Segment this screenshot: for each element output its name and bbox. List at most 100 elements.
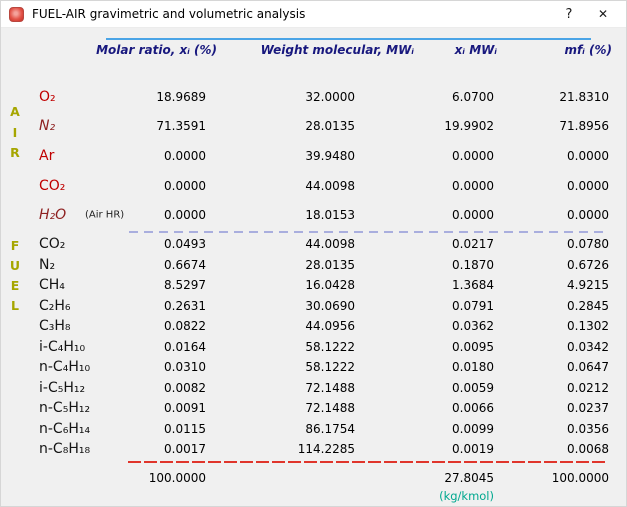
molecular-weight-value: 28.0135 bbox=[305, 119, 355, 134]
xi-mwi-value: 0.0791 bbox=[452, 298, 494, 313]
molecular-weight-value: 72.1488 bbox=[305, 380, 355, 395]
molar-ratio-value: 0.0091 bbox=[164, 401, 206, 416]
species-label: Ar bbox=[39, 147, 55, 164]
molecular-weight-value: 16.0428 bbox=[305, 278, 355, 293]
xi-mwi-value: 0.0000 bbox=[452, 208, 494, 223]
molar-ratio-value: 8.5297 bbox=[164, 278, 206, 293]
xi-mwi-value: 0.0095 bbox=[452, 339, 494, 354]
column-header-molar-ratio: Molar ratio, xᵢ (%) bbox=[96, 43, 217, 57]
species-label: H₂O bbox=[39, 207, 67, 224]
molecular-weight-value: 32.0000 bbox=[305, 89, 355, 104]
total-molar-ratio: 100.0000 bbox=[148, 471, 206, 485]
air-hr-note: (Air HR) bbox=[85, 209, 125, 221]
mass-fraction-value: 0.0237 bbox=[567, 401, 609, 416]
molecular-weight-value: 44.0098 bbox=[305, 178, 355, 193]
fuel-group-label: F U E L bbox=[9, 238, 21, 313]
table-row-fuel-ic5h12: i-C₅H₁₂ 0.0082 72.1488 0.0059 0.0212 bbox=[1, 378, 626, 399]
xi-mwi-value: 0.0362 bbox=[452, 319, 494, 334]
species-label: n-C₆H₁₄ bbox=[39, 420, 91, 437]
table-row-air-o2: O₂ 18.9689 32.0000 6.0700 21.8310 bbox=[1, 82, 626, 112]
table-row-fuel-nc8h18: n-C₈H₁₈ 0.0017 114.2285 0.0019 0.0068 bbox=[1, 439, 626, 460]
mass-fraction-value: 0.0647 bbox=[567, 360, 609, 375]
mass-fraction-value: 0.0356 bbox=[567, 421, 609, 436]
molar-ratio-value: 0.0000 bbox=[164, 148, 206, 163]
xi-mwi-value: 1.3684 bbox=[452, 278, 494, 293]
mass-fraction-value: 0.2845 bbox=[567, 298, 609, 313]
xi-mwi-value: 19.9902 bbox=[444, 119, 494, 134]
molar-ratio-value: 0.0115 bbox=[164, 421, 206, 436]
kg-per-kmol-unit-note: (kg/kmol) bbox=[439, 489, 494, 503]
molecular-weight-value: 58.1222 bbox=[305, 360, 355, 375]
xi-mwi-value: 0.0099 bbox=[452, 421, 494, 436]
column-header-mass-fraction: mfᵢ (%) bbox=[564, 43, 612, 57]
molecular-weight-value: 44.0098 bbox=[305, 237, 355, 252]
molecular-weight-value: 86.1754 bbox=[305, 421, 355, 436]
table-row-air-ar: Ar 0.0000 39.9480 0.0000 0.0000 bbox=[1, 141, 626, 171]
xi-mwi-value: 0.0066 bbox=[452, 401, 494, 416]
species-label: N₂ bbox=[39, 256, 56, 273]
total-mass-fraction: 100.0000 bbox=[551, 471, 609, 485]
header-top-rule bbox=[106, 38, 591, 40]
table-row-fuel-c3h8: C₃H₈ 0.0822 44.0956 0.0362 0.1302 bbox=[1, 316, 626, 337]
molar-ratio-value: 0.0493 bbox=[164, 237, 206, 252]
table-row-air-h2o: H₂O (Air HR) 0.0000 18.0153 0.0000 0.000… bbox=[1, 200, 626, 230]
species-label: O₂ bbox=[39, 88, 56, 105]
species-label: CO₂ bbox=[39, 236, 66, 253]
mass-fraction-value: 0.0212 bbox=[567, 380, 609, 395]
molar-ratio-value: 0.0000 bbox=[164, 208, 206, 223]
table-row-fuel-ic4h10: i-C₄H₁₀ 0.0164 58.1222 0.0095 0.0342 bbox=[1, 337, 626, 358]
molar-ratio-value: 0.0000 bbox=[164, 178, 206, 193]
table-row-fuel-n2: N₂ 0.6674 28.0135 0.1870 0.6726 bbox=[1, 255, 626, 276]
air-section: O₂ 18.9689 32.0000 6.0700 21.8310 N₂ 71.… bbox=[1, 82, 626, 230]
mass-fraction-value: 0.1302 bbox=[567, 319, 609, 334]
molar-ratio-value: 0.0017 bbox=[164, 442, 206, 457]
help-button[interactable]: ? bbox=[565, 6, 573, 22]
column-header-molecular-weight: Weight molecular, MWᵢ bbox=[260, 43, 414, 57]
fuel-section: CO₂ 0.0493 44.0098 0.0217 0.0780 N₂ 0.66… bbox=[1, 234, 626, 460]
window-title: FUEL-AIR gravimetric and volumetric anal… bbox=[32, 7, 306, 21]
molar-ratio-value: 18.9689 bbox=[156, 89, 206, 104]
title-bar[interactable]: FUEL-AIR gravimetric and volumetric anal… bbox=[1, 1, 626, 28]
mass-fraction-value: 0.6726 bbox=[567, 257, 609, 272]
species-label: n-C₈H₁₈ bbox=[39, 441, 91, 458]
table-row-air-n2: N₂ 71.3591 28.0135 19.9902 71.8956 bbox=[1, 112, 626, 142]
table-row-fuel-nc5h12: n-C₅H₁₂ 0.0091 72.1488 0.0066 0.0237 bbox=[1, 398, 626, 419]
species-label: n-C₅H₁₂ bbox=[39, 400, 91, 417]
xi-mwi-value: 0.0180 bbox=[452, 360, 494, 375]
table-row-fuel-co2: CO₂ 0.0493 44.0098 0.0217 0.0780 bbox=[1, 234, 626, 255]
mass-fraction-value: 0.0780 bbox=[567, 237, 609, 252]
xi-mwi-value: 0.0000 bbox=[452, 148, 494, 163]
mass-fraction-value: 21.8310 bbox=[559, 89, 609, 104]
table-row-fuel-c2h6: C₂H₆ 0.2631 30.0690 0.0791 0.2845 bbox=[1, 296, 626, 317]
totals-row: 100.0000 27.8045 100.0000 bbox=[1, 468, 626, 488]
molar-ratio-value: 0.6674 bbox=[164, 257, 206, 272]
species-label: CO₂ bbox=[39, 177, 66, 194]
molecular-weight-value: 114.2285 bbox=[297, 442, 355, 457]
species-label: C₃H₈ bbox=[39, 318, 71, 335]
molar-ratio-value: 0.0082 bbox=[164, 380, 206, 395]
xi-mwi-value: 6.0700 bbox=[452, 89, 494, 104]
mass-fraction-value: 0.0068 bbox=[567, 442, 609, 457]
table-row-fuel-nc6h14: n-C₆H₁₄ 0.0115 86.1754 0.0099 0.0356 bbox=[1, 419, 626, 440]
table-row-air-co2: CO₂ 0.0000 44.0098 0.0000 0.0000 bbox=[1, 171, 626, 201]
molecular-weight-value: 44.0956 bbox=[305, 319, 355, 334]
molecular-weight-value: 28.0135 bbox=[305, 257, 355, 272]
close-button[interactable]: ✕ bbox=[597, 7, 609, 21]
molar-ratio-value: 0.2631 bbox=[164, 298, 206, 313]
molecular-weight-value: 58.1222 bbox=[305, 339, 355, 354]
air-fuel-divider bbox=[129, 231, 604, 233]
molar-ratio-value: 71.3591 bbox=[156, 119, 206, 134]
molar-ratio-value: 0.0822 bbox=[164, 319, 206, 334]
molecular-weight-value: 30.0690 bbox=[305, 298, 355, 313]
molecular-weight-value: 39.9480 bbox=[305, 148, 355, 163]
molar-ratio-value: 0.0164 bbox=[164, 339, 206, 354]
species-label: n-C₄H₁₀ bbox=[39, 359, 91, 376]
species-label: i-C₅H₁₂ bbox=[39, 379, 86, 396]
air-group-label: A I R bbox=[10, 104, 20, 160]
xi-mwi-value: 0.0019 bbox=[452, 442, 494, 457]
mass-fraction-value: 0.0342 bbox=[567, 339, 609, 354]
mass-fraction-value: 4.9215 bbox=[567, 278, 609, 293]
species-label: i-C₄H₁₀ bbox=[39, 338, 86, 355]
molecular-weight-value: 18.0153 bbox=[305, 208, 355, 223]
